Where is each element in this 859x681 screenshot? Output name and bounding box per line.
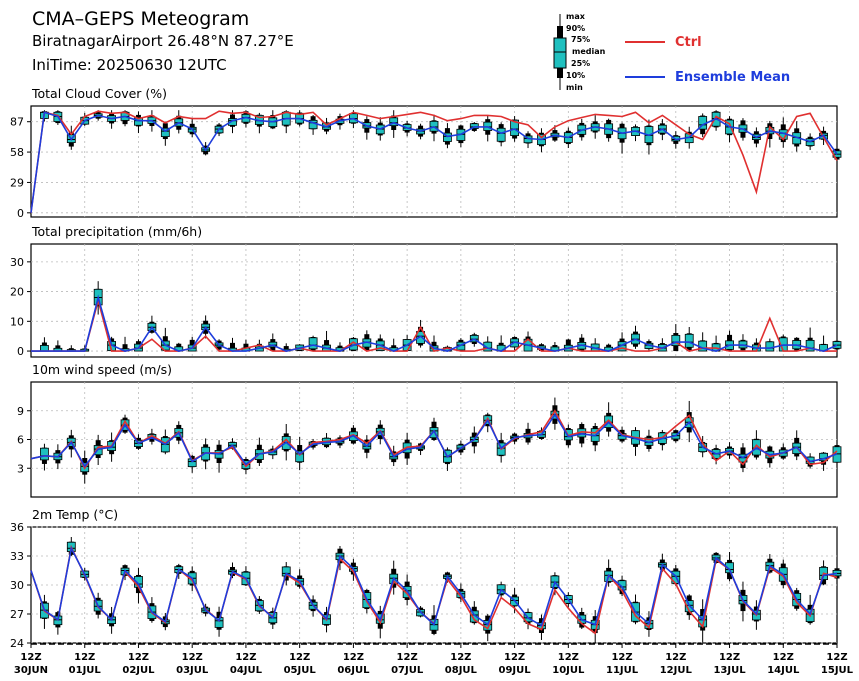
x-tick-date-label: 11JUL bbox=[606, 665, 639, 676]
y-tick-label: 24 bbox=[10, 637, 24, 650]
panel-frame bbox=[30, 243, 838, 358]
x-tick-date-label: 30JUN bbox=[14, 665, 48, 676]
x-tick-hour-label: 12Z bbox=[343, 652, 364, 663]
box-iqr bbox=[40, 345, 49, 352]
x-tick-hour-label: 12Z bbox=[558, 652, 579, 663]
box-iqr bbox=[228, 118, 237, 126]
legend-box-p10: 10% bbox=[566, 71, 586, 80]
x-tick-hour-label: 12Z bbox=[289, 652, 310, 663]
panel-0 bbox=[27, 105, 842, 218]
box-iqr bbox=[496, 127, 506, 142]
box-iqr bbox=[443, 132, 452, 142]
y-tick-label: 27 bbox=[10, 608, 24, 621]
box-iqr bbox=[765, 341, 775, 352]
panel-2 bbox=[27, 381, 842, 498]
panel-title: Total precipitation (mm/6h) bbox=[31, 224, 202, 239]
x-tick-date-label: 09JUL bbox=[499, 665, 532, 676]
ctrl-line bbox=[30, 110, 838, 213]
panel-title: 2m Temp (°C) bbox=[32, 507, 118, 522]
x-tick-hour-label: 12Z bbox=[773, 652, 794, 663]
initime-label: IniTime: 20250630 12UTC bbox=[32, 56, 227, 74]
y-tick-label: 6 bbox=[17, 434, 24, 447]
panel-title: Total Cloud Cover (%) bbox=[31, 86, 167, 101]
x-tick-date-label: 14JUL bbox=[767, 665, 800, 676]
y-tick-label: 9 bbox=[17, 405, 24, 418]
x-tick-date-label: 06JUL bbox=[337, 665, 370, 676]
x-tick-hour-label: 12Z bbox=[826, 652, 847, 663]
x-tick-hour-label: 12Z bbox=[74, 652, 95, 663]
x-tick-date-label: 08JUL bbox=[445, 665, 478, 676]
box-iqr bbox=[295, 450, 305, 463]
legend-box-min: min bbox=[566, 83, 583, 92]
box-iqr bbox=[429, 427, 439, 439]
x-tick-date-label: 13JUL bbox=[713, 665, 746, 676]
y-tick-label: 87 bbox=[10, 116, 24, 129]
box-iqr bbox=[684, 333, 694, 348]
y-tick-label: 0 bbox=[17, 345, 24, 358]
x-tick-date-label: 04JUL bbox=[230, 665, 263, 676]
legend-box-p75: 75% bbox=[571, 35, 591, 44]
x-tick-hour-label: 12Z bbox=[235, 652, 256, 663]
x-tick-date-label: 07JUL bbox=[391, 665, 424, 676]
panel-1 bbox=[27, 243, 842, 358]
box-p10-p90 bbox=[230, 342, 235, 352]
box-iqr bbox=[416, 331, 425, 344]
x-tick-hour-label: 12Z bbox=[504, 652, 525, 663]
box-iqr bbox=[805, 339, 815, 352]
y-tick-label: 20 bbox=[10, 286, 24, 299]
box-iqr bbox=[40, 447, 49, 461]
y-tick-label: 0 bbox=[17, 207, 24, 220]
legend-box-p90: 90% bbox=[566, 24, 586, 33]
legend-box-max: max bbox=[566, 12, 585, 21]
panel-3 bbox=[27, 526, 842, 644]
x-tick-date-label: 03JUL bbox=[176, 665, 209, 676]
legend-box-iqr bbox=[553, 37, 567, 69]
x-tick-date-label: 02JUL bbox=[122, 665, 155, 676]
box-iqr bbox=[483, 341, 493, 352]
y-tick-label: 30 bbox=[10, 256, 24, 269]
x-tick-hour-label: 12Z bbox=[128, 652, 149, 663]
box-iqr bbox=[469, 610, 479, 623]
box-p10-p90 bbox=[122, 344, 128, 352]
box-iqr bbox=[671, 334, 681, 347]
y-tick-label: 36 bbox=[10, 521, 24, 534]
box-iqr bbox=[160, 127, 170, 138]
box-iqr bbox=[389, 117, 399, 127]
x-tick-date-label: 12JUL bbox=[660, 665, 693, 676]
y-tick-label: 58 bbox=[10, 146, 24, 159]
y-tick-label: 29 bbox=[10, 176, 24, 189]
ensemble-mean-line bbox=[30, 545, 838, 627]
y-tick-label: 30 bbox=[10, 579, 24, 592]
box-iqr bbox=[725, 562, 734, 574]
ensemble-mean-line bbox=[30, 413, 838, 468]
x-tick-hour-label: 12Z bbox=[665, 652, 686, 663]
legend-mean-label: Ensemble Mean bbox=[675, 70, 791, 85]
x-tick-date-label: 15JUL bbox=[821, 665, 854, 676]
panel-title: 10m wind speed (m/s) bbox=[32, 362, 172, 377]
box-iqr bbox=[308, 337, 318, 350]
y-tick-label: 33 bbox=[10, 550, 24, 563]
box-iqr bbox=[214, 617, 224, 628]
y-tick-label: 3 bbox=[17, 462, 24, 475]
x-tick-hour-label: 12Z bbox=[182, 652, 203, 663]
x-tick-date-label: 01JUL bbox=[69, 665, 102, 676]
legend-box-median: median bbox=[572, 47, 606, 56]
x-tick-hour-label: 12Z bbox=[611, 652, 632, 663]
x-tick-hour-label: 12Z bbox=[450, 652, 471, 663]
x-tick-hour-label: 12Z bbox=[20, 652, 41, 663]
x-tick-hour-label: 12Z bbox=[397, 652, 418, 663]
box-p10-p90 bbox=[283, 346, 289, 352]
ensemble-mean-line bbox=[31, 294, 838, 352]
chart-title: CMA–GEPS Meteogram bbox=[32, 8, 250, 30]
x-tick-hour-label: 12Z bbox=[719, 652, 740, 663]
box-iqr bbox=[510, 119, 520, 136]
legend-ctrl-label: Ctrl bbox=[675, 35, 702, 50]
station-label: BiratnagarAirport 26.48°N 87.27°E bbox=[32, 32, 294, 50]
y-tick-label: 10 bbox=[10, 315, 24, 328]
legend-box-p25: 25% bbox=[571, 59, 591, 68]
ensemble-mean-line bbox=[30, 111, 838, 213]
x-tick-date-label: 10JUL bbox=[552, 665, 585, 676]
x-tick-date-label: 05JUL bbox=[284, 665, 317, 676]
